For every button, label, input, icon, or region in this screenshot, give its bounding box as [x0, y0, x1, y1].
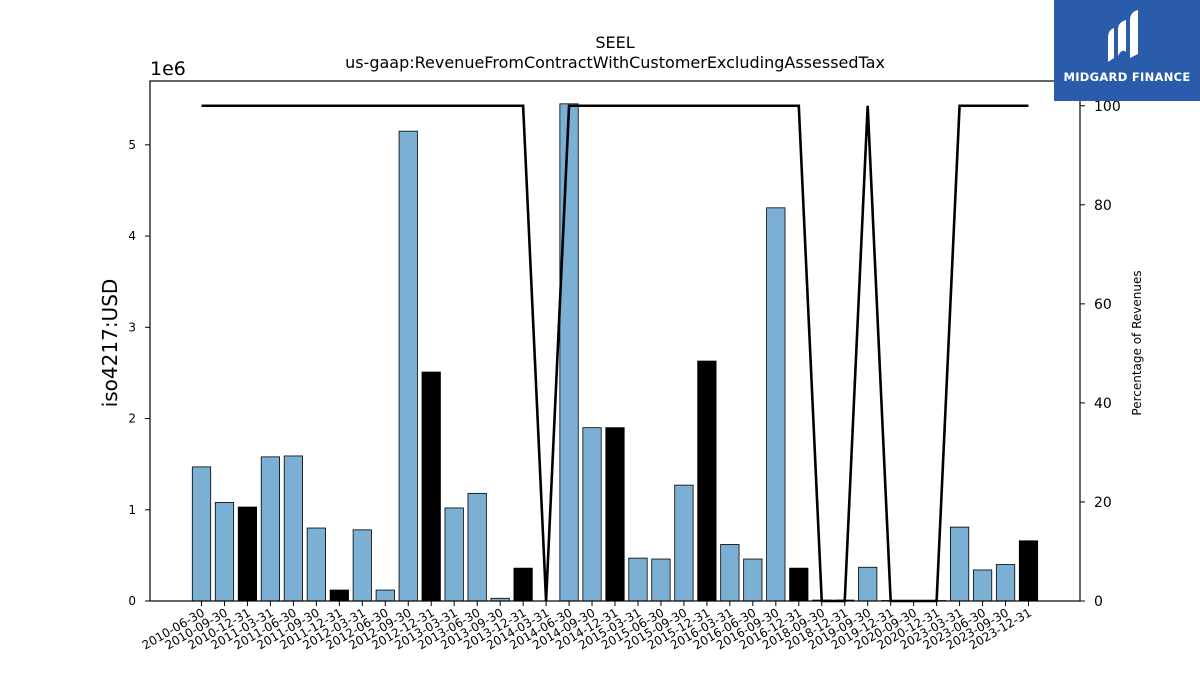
y2-axis-label: Percentage of Revenues	[1130, 270, 1144, 415]
y2-tick-label: 80	[1094, 198, 1112, 214]
chart-subtitle: us-gaap:RevenueFromContractWithCustomerE…	[345, 53, 885, 72]
y2-tick-label: 40	[1094, 396, 1112, 412]
bar	[283, 455, 303, 602]
chart-title: SEEL	[595, 33, 634, 52]
bar	[352, 529, 372, 602]
midgard-finance-logo: MIDGARD FINANCE	[1054, 0, 1200, 101]
bar	[972, 569, 993, 602]
bar	[513, 567, 533, 602]
y-axis-label: iso4217:USD	[98, 279, 122, 408]
y2-tick-label: 60	[1094, 297, 1112, 313]
y2-tick-label: 0	[1094, 594, 1103, 610]
bar	[628, 557, 648, 602]
y-tick-label: 2	[128, 412, 136, 426]
bar	[191, 466, 212, 602]
y-tick-label: 0	[128, 594, 136, 608]
bar	[949, 526, 970, 602]
bar	[743, 558, 763, 602]
bar	[237, 506, 258, 602]
bar	[467, 492, 487, 602]
logo-text: MIDGARD FINANCE	[1063, 70, 1191, 84]
bar	[375, 589, 395, 602]
bar	[766, 207, 786, 602]
bar	[697, 360, 717, 602]
bar	[858, 566, 878, 602]
bar	[398, 130, 418, 602]
bar	[582, 427, 602, 602]
bar	[720, 544, 740, 602]
bar	[421, 371, 441, 602]
y-tick-label: 3	[128, 320, 136, 334]
bar	[789, 567, 809, 602]
y2-tick-label: 20	[1094, 495, 1112, 511]
bar	[995, 564, 1016, 602]
y-tick-label: 1	[128, 503, 136, 517]
bar	[651, 558, 671, 602]
y-offset-label: 1e6	[150, 58, 186, 80]
bar	[605, 427, 625, 602]
y-tick-label: 5	[128, 138, 136, 152]
logo-mark-icon	[1108, 10, 1138, 62]
y2-tick-label: 100	[1094, 99, 1121, 115]
bar	[559, 103, 579, 602]
bar	[674, 484, 694, 602]
bars-layer	[191, 103, 1039, 602]
bar	[329, 589, 349, 602]
bar	[306, 527, 326, 602]
bar	[214, 502, 235, 602]
bar	[444, 507, 464, 602]
y-tick-label: 4	[128, 229, 136, 243]
axes-layer: 0123450204060801002010-06-302010-09-3020…	[128, 80, 1121, 652]
bar	[260, 456, 281, 602]
bar	[1018, 540, 1039, 602]
